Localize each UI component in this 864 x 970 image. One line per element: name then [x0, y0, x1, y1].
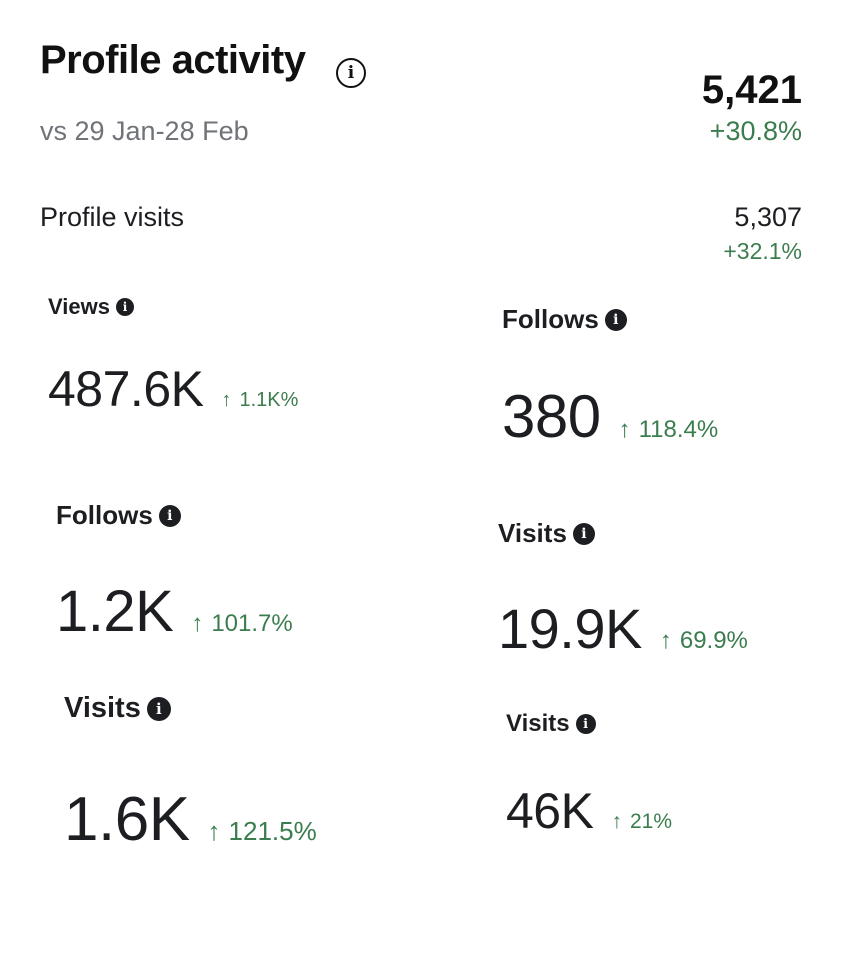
profile-visits-change: +32.1% [723, 238, 802, 264]
arrow-up-icon: ↑ [618, 416, 631, 443]
metric-change: ↑ 121.5% [207, 816, 317, 846]
info-icon[interactable]: i [158, 504, 181, 527]
info-icon[interactable]: i [575, 714, 596, 734]
metric-label: Visits [64, 692, 141, 724]
profile-visits-label: Profile visits [40, 202, 185, 232]
info-icon[interactable]: i [604, 308, 627, 331]
arrow-up-icon: ↑ [221, 389, 232, 411]
profile-visits-value: 5,307 [734, 202, 802, 232]
metric-row-follows: 380 ↑ 118.4% [502, 382, 718, 451]
comparison-period: vs 29 Jan-28 Feb [40, 116, 249, 146]
metric-row-views: 487.6K ↑ 1.1K% [48, 360, 298, 418]
metric-label: Visits [506, 710, 570, 737]
metric-label: Visits [498, 518, 567, 548]
arrow-up-icon: ↑ [207, 816, 221, 846]
info-icon[interactable]: i [115, 298, 134, 316]
arrow-up-icon: ↑ [611, 810, 622, 833]
metric-change: ↑ 69.9% [659, 627, 748, 654]
metric-row-visits-2: 1.6K ↑ 121.5% [64, 784, 317, 855]
arrow-up-icon: ↑ [659, 627, 672, 654]
info-icon[interactable]: i [146, 696, 171, 721]
metric-change: ↑ 101.7% [191, 610, 293, 637]
metric-card-follows: Follows i [502, 304, 627, 335]
metric-card-views: Views i [48, 294, 134, 320]
metric-value: 380 [502, 383, 601, 450]
metric-card-visits: Visits i [498, 518, 595, 549]
total-value: 5,421 [701, 68, 802, 112]
arrow-up-icon: ↑ [191, 610, 204, 637]
info-icon[interactable]: i [336, 58, 366, 88]
metric-change: ↑ 118.4% [618, 416, 719, 443]
metric-value: 1.6K [64, 785, 190, 854]
metric-row-follows-2: 1.2K ↑ 101.7% [56, 578, 293, 645]
metric-value: 1.2K [56, 579, 174, 644]
page-title: Profile activity [40, 38, 306, 82]
metric-value: 19.9K [498, 597, 642, 660]
metric-label: Follows [502, 304, 599, 334]
metric-row-visits: 19.9K ↑ 69.9% [498, 596, 748, 661]
total-change: +30.8% [709, 116, 802, 146]
metric-card-follows-2: Follows i [56, 500, 181, 531]
info-icon[interactable]: i [572, 522, 595, 545]
metric-change: ↑ 21% [611, 810, 672, 833]
metric-value: 46K [506, 783, 594, 839]
metric-value: 487.6K [48, 361, 204, 417]
metric-label: Views [48, 294, 110, 319]
metric-card-visits-3: Visits i [506, 710, 596, 738]
metric-label: Follows [56, 500, 153, 530]
metric-row-visits-3: 46K ↑ 21% [506, 782, 672, 840]
metric-card-visits-2: Visits i [64, 692, 171, 725]
metric-change: ↑ 1.1K% [221, 389, 299, 411]
